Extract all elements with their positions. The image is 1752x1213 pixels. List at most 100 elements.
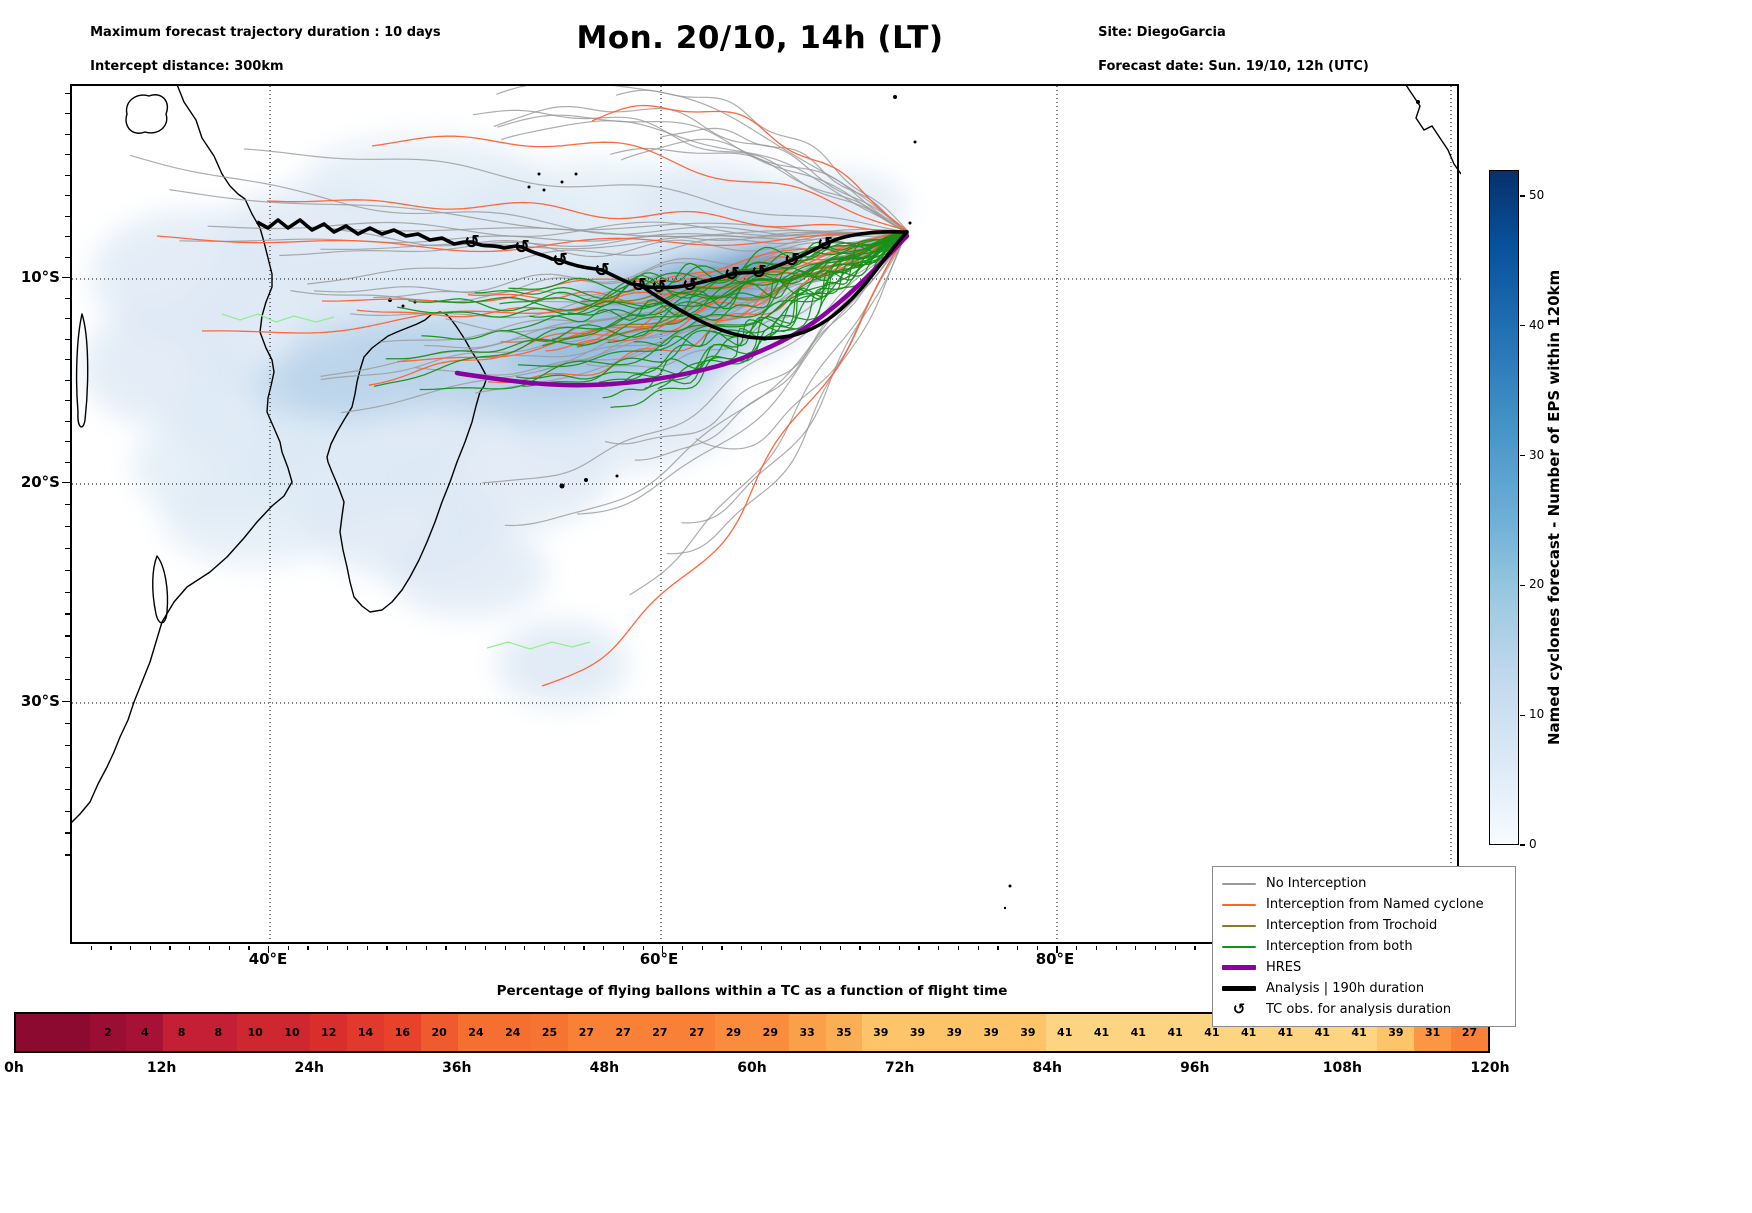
percentage-cell: 8 — [163, 1014, 200, 1051]
colorbar-tick — [1520, 454, 1525, 457]
axis-tick — [65, 854, 70, 856]
axis-tick — [701, 946, 703, 950]
colorbar-tick-label: 20 — [1529, 577, 1545, 592]
axis-tick — [268, 946, 270, 953]
axis-tick — [62, 277, 70, 279]
tc-observation-symbols: ↺ ↺↺ ↺↺ ↺ ↺ ↺ ↺↺↺ — [464, 231, 833, 298]
percentage-cell: 24 — [457, 1014, 495, 1051]
colorbar-tick — [1520, 195, 1525, 197]
hour-tick-label: 96h — [1180, 1060, 1210, 1076]
axis-tick — [228, 946, 230, 950]
percentage-cell: 27 — [678, 1014, 716, 1051]
axis-tick — [780, 946, 782, 950]
legend: No Interception Interception from Named c… — [1212, 866, 1516, 1027]
legend-label: TC obs. for analysis duration — [1266, 1002, 1452, 1017]
island-dot — [1003, 906, 1007, 910]
axis-tick — [65, 744, 70, 747]
axis-tick — [938, 946, 940, 950]
colorbar-tick — [1520, 325, 1525, 327]
axis-tick — [62, 701, 70, 703]
percentage-cell: 29 — [751, 1014, 789, 1051]
graticule — [72, 86, 1461, 946]
axis-tick — [465, 946, 467, 950]
island-dot — [560, 180, 564, 184]
bottom-bar-title: Percentage of flying ballons within a TC… — [496, 983, 1008, 999]
percentage-cell: 39 — [972, 1014, 1010, 1051]
trajectory-line — [434, 231, 906, 311]
axis-tick — [1017, 946, 1019, 950]
axis-tick — [543, 946, 546, 950]
colorbar-tick-label: 40 — [1529, 317, 1545, 332]
density-blob — [162, 466, 342, 566]
eps-colorbar — [1489, 170, 1519, 845]
trajectory-line — [307, 232, 909, 285]
hres-track — [454, 233, 910, 388]
legend-label: Analysis | 190h duration — [1266, 981, 1425, 996]
hour-tick-label: 84h — [1032, 1060, 1062, 1076]
percentage-cell: 10 — [236, 1014, 274, 1051]
info-line: Site: DiegoGarcia — [1098, 25, 1226, 40]
axis-tick — [563, 946, 565, 950]
lon-tick-label: 60°E — [639, 950, 679, 968]
density-blob — [252, 351, 392, 421]
legend-item: Analysis | 190h duration — [1221, 978, 1507, 999]
colorbar-tick — [1520, 714, 1525, 716]
axis-tick — [879, 946, 881, 950]
axis-tick — [65, 525, 70, 528]
percentage-cell: 20 — [420, 1014, 458, 1051]
trajectory-line — [508, 231, 909, 293]
legend-label: Interception from both — [1266, 939, 1413, 954]
trajectory-line — [130, 154, 907, 237]
axis-tick — [1155, 946, 1157, 950]
island-dot — [1416, 100, 1420, 104]
page-title: Mon. 20/10, 14h (LT) — [576, 20, 944, 56]
trajectory-line — [397, 232, 907, 363]
hour-tick-label: 72h — [884, 1060, 915, 1076]
tc-symbol-icon: ↺ — [784, 249, 800, 271]
trajectory-line — [472, 109, 908, 233]
axis-tick — [65, 461, 70, 463]
tc-symbol-icon: ↺ — [751, 261, 767, 283]
axis-tick — [189, 946, 191, 950]
percentage-cell: 39 — [1009, 1014, 1047, 1051]
legend-item: No Interception — [1221, 873, 1507, 894]
percentage-cell — [16, 1014, 53, 1051]
axis-tick — [65, 766, 70, 768]
density-blob — [387, 526, 547, 616]
axis-tick — [65, 503, 70, 506]
legend-line-sample — [1222, 965, 1256, 970]
axis-tick — [642, 946, 644, 950]
trajectory-line — [486, 641, 591, 650]
trajectory-line — [602, 232, 909, 388]
density-blob — [497, 622, 627, 706]
info-line: Forecast date: Sun. 19/10, 12h (UTC) — [1098, 59, 1369, 74]
percentage-cell: 4 — [126, 1014, 164, 1051]
axis-tick — [149, 946, 151, 950]
axis-tick — [65, 154, 70, 156]
axis-tick — [65, 569, 70, 571]
percentage-cell: 39 — [899, 1014, 936, 1051]
trajectory-line — [567, 231, 908, 319]
percentage-cell: 41 — [1156, 1014, 1194, 1051]
axis-tick — [603, 946, 605, 950]
tc-symbol-icon: ↺ — [651, 276, 667, 298]
axis-tick — [90, 946, 92, 950]
trajectory-line — [371, 135, 909, 233]
axis-tick — [366, 946, 368, 950]
axis-tick — [386, 946, 388, 950]
axis-tick — [819, 946, 822, 950]
island-dot — [615, 474, 619, 478]
axis-tick — [65, 591, 70, 593]
axis-tick — [445, 946, 447, 950]
trajectory-line — [574, 230, 907, 318]
axis-tick — [997, 946, 999, 950]
axis-tick — [169, 946, 171, 950]
colorbar-tick-label: 50 — [1529, 188, 1545, 202]
legend-line-sample — [1222, 924, 1256, 927]
percentage-cell: 24 — [494, 1014, 532, 1051]
percentage-cell: 29 — [715, 1014, 752, 1051]
island-dot — [1008, 884, 1012, 888]
axis-tick — [110, 946, 112, 950]
hour-tick-label: 108h — [1322, 1060, 1362, 1076]
colorbar-title: Named cyclones forecast - Number of EPS … — [1545, 269, 1563, 746]
